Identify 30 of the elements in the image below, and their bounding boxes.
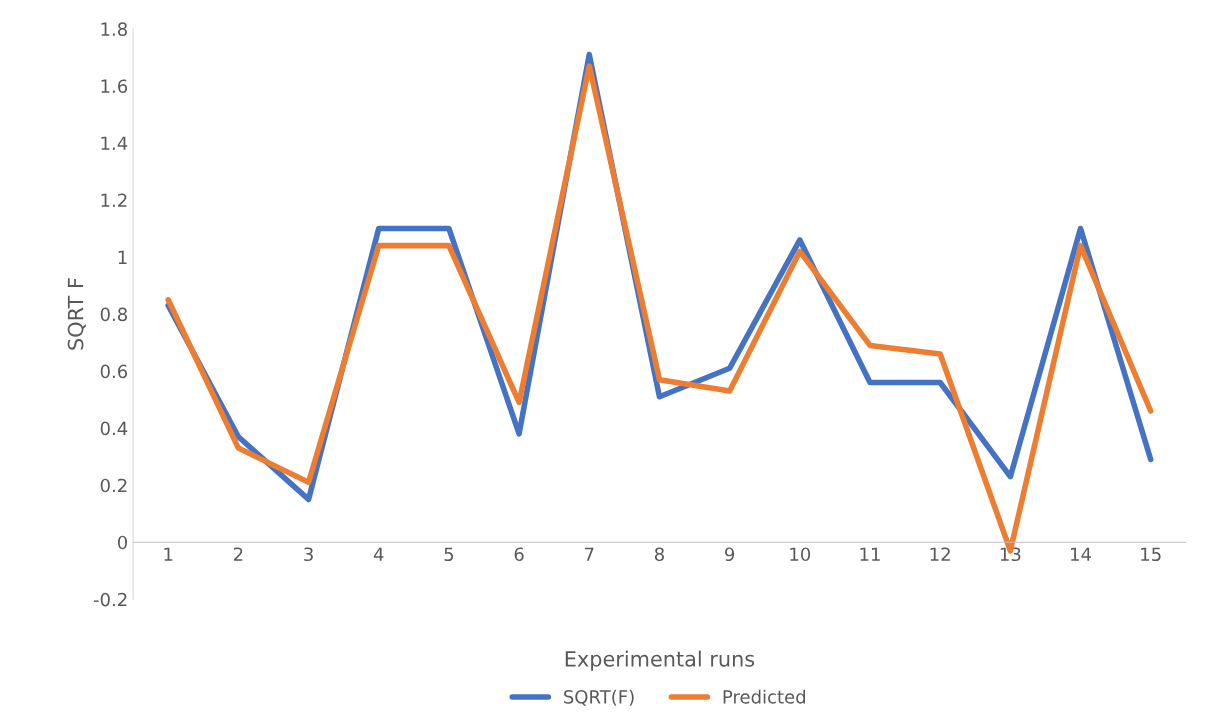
y-tick-label: 0.8 xyxy=(100,307,127,322)
legend-label: SQRT(F) xyxy=(564,689,634,706)
x-tick-label: 15 xyxy=(1141,547,1161,562)
y-tick-label: 1.4 xyxy=(101,136,128,150)
x-tick-label: 6 xyxy=(514,547,524,562)
y-tick-label: 1.8 xyxy=(101,22,127,36)
y-tick-label: 0 xyxy=(117,535,128,550)
legend-label: Predicted xyxy=(723,689,805,704)
y-tick-label: -0.2 xyxy=(93,592,127,607)
x-tick-label: 9 xyxy=(725,547,735,562)
x-tick-label: 8 xyxy=(654,547,664,562)
y-tick-label: 1 xyxy=(118,250,127,264)
x-axis-title: Experimental runs xyxy=(565,650,755,671)
y-tick-label: 0.2 xyxy=(100,478,127,493)
x-tick-label: 2 xyxy=(233,547,243,561)
y-axis-title: SQRT F xyxy=(67,278,86,350)
x-tick-label: 1 xyxy=(164,547,173,561)
y-tick-label: 1.2 xyxy=(101,193,127,207)
x-tick-label: 12 xyxy=(930,547,950,561)
y-tick-label: 1.6 xyxy=(101,79,128,94)
x-tick-label: 10 xyxy=(790,547,811,562)
x-tick-label: 4 xyxy=(373,547,384,561)
x-tick-label: 13 xyxy=(1000,547,1021,562)
y-tick-label: 0.6 xyxy=(100,364,128,379)
x-tick-label: 3 xyxy=(304,547,313,562)
x-tick-label: 11 xyxy=(860,547,880,561)
x-tick-label: 14 xyxy=(1071,547,1091,561)
y-tick-label: 0.4 xyxy=(100,421,128,436)
x-tick-label: 5 xyxy=(444,547,454,562)
x-tick-label: 7 xyxy=(585,547,594,561)
